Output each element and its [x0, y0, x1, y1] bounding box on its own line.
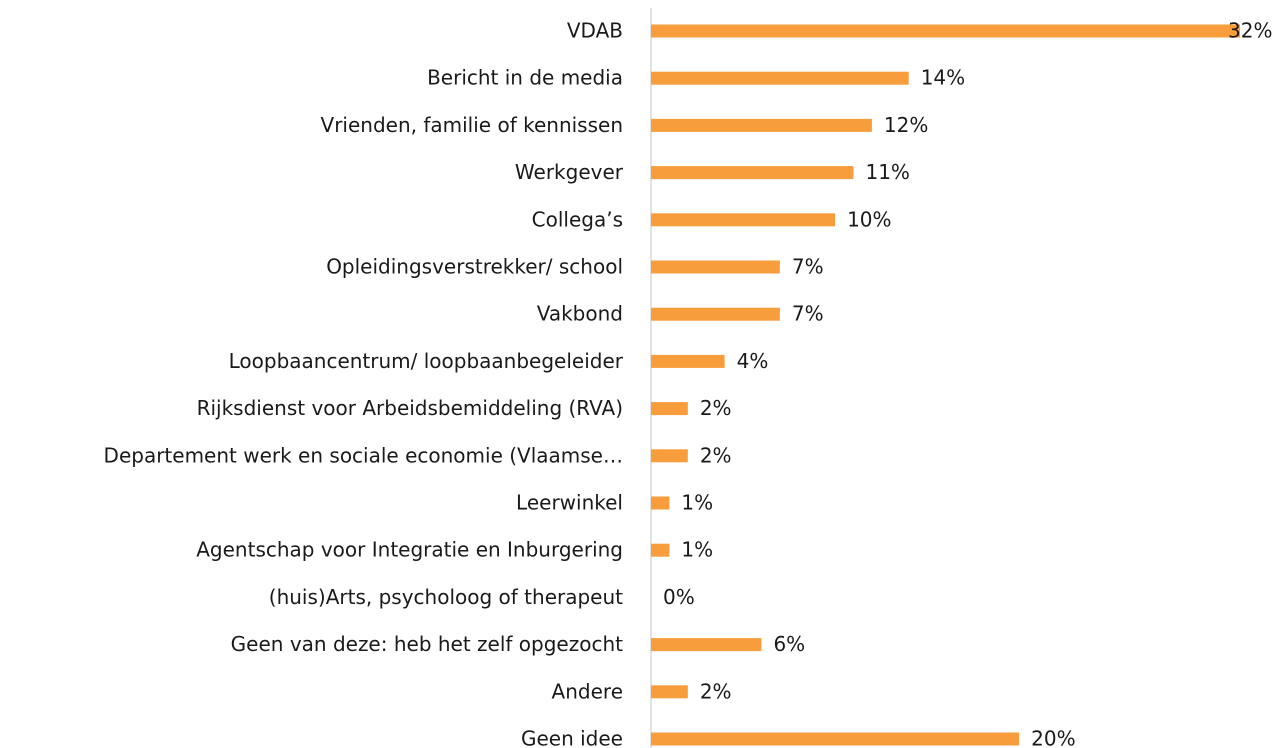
bar: [651, 307, 780, 321]
category-label: VDAB: [567, 19, 623, 43]
category-label: Leerwinkel: [516, 491, 623, 515]
value-label: 11%: [865, 160, 909, 184]
value-label: 7%: [792, 255, 824, 279]
bar: [651, 496, 670, 510]
value-label: 1%: [681, 491, 713, 515]
category-label: Rijksdienst voor Arbeidsbemiddeling (RVA…: [197, 396, 623, 420]
category-label: Andere: [552, 679, 623, 703]
bar: [651, 449, 688, 463]
value-label: 6%: [773, 632, 805, 656]
category-label: Agentschap voor Integratie en Inburgerin…: [196, 538, 623, 562]
value-label: 20%: [1031, 727, 1075, 748]
category-label: Opleidingsverstrekker/ school: [326, 255, 623, 279]
category-label: Collega’s: [532, 207, 623, 231]
value-label: 0%: [663, 585, 695, 609]
value-label: 12%: [884, 113, 928, 137]
value-label: 14%: [921, 66, 965, 90]
category-label: Loopbaancentrum/ loopbaanbegeleider: [229, 349, 624, 373]
bar: [651, 166, 854, 180]
bar: [651, 354, 725, 368]
bar: [651, 685, 688, 699]
bar: [651, 24, 1240, 38]
bar: [651, 543, 670, 557]
value-label: 2%: [700, 396, 732, 420]
value-label: 1%: [681, 538, 713, 562]
category-label: Werkgever: [515, 160, 624, 184]
category-label: Departement werk en sociale economie (Vl…: [104, 443, 623, 467]
category-label: Geen van deze: heb het zelf opgezocht: [231, 632, 623, 656]
bar: [651, 402, 688, 416]
bar: [651, 118, 872, 132]
category-label: Vakbond: [537, 302, 623, 326]
category-label: Bericht in de media: [427, 66, 623, 90]
value-label: 4%: [737, 349, 769, 373]
value-label: 7%: [792, 302, 824, 326]
value-label: 32%: [1228, 19, 1272, 43]
bar: [651, 260, 780, 274]
bar: [651, 213, 836, 227]
bar: [651, 638, 762, 652]
value-label: 10%: [847, 207, 891, 231]
bar: [651, 71, 909, 85]
bar: [651, 732, 1020, 746]
value-label: 2%: [700, 443, 732, 467]
category-label: (huis)Arts, psycholoog of therapeut: [269, 585, 623, 609]
category-label: Vrienden, familie of kennissen: [321, 113, 623, 137]
value-label: 2%: [700, 679, 732, 703]
category-label: Geen idee: [521, 727, 623, 748]
